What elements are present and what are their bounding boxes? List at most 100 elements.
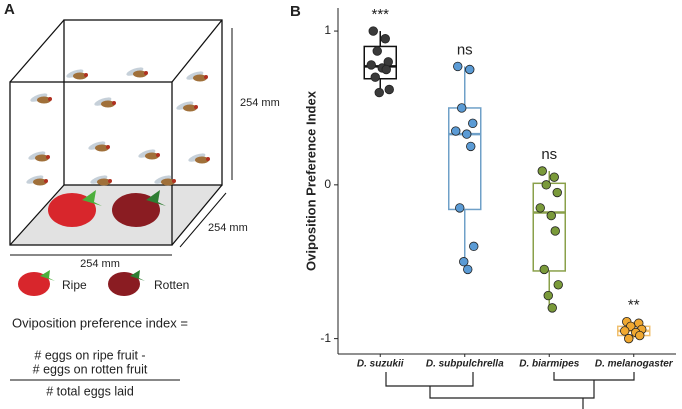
fly-body xyxy=(183,104,197,112)
fly-eye xyxy=(106,145,110,149)
fly-wing xyxy=(30,93,48,102)
fly-wing xyxy=(88,141,106,150)
cage xyxy=(9,19,223,246)
fly-body xyxy=(73,72,87,80)
significance-label: *** xyxy=(371,6,389,23)
data-point xyxy=(451,126,461,136)
data-point xyxy=(468,118,478,129)
data-point xyxy=(368,26,378,36)
fly-eye xyxy=(144,71,148,75)
data-point xyxy=(635,330,645,341)
fly-body xyxy=(35,154,49,162)
dendrogram xyxy=(385,372,635,409)
height-label: 254 mm xyxy=(240,97,280,109)
depth-label: 254 mm xyxy=(208,222,248,234)
fly-wing xyxy=(188,153,206,162)
fly-eye xyxy=(46,155,50,159)
panel-a: A 254 mm 254 mm 254 mm Ripe Rotten Ovipo… xyxy=(4,1,280,398)
fly-eye xyxy=(44,179,48,183)
panel-label: B xyxy=(290,3,301,20)
legend-ripe: Ripe xyxy=(62,278,87,292)
data-point xyxy=(541,180,551,190)
fly-eye xyxy=(48,97,52,101)
legend-rotten: Rotten xyxy=(154,278,189,292)
box xyxy=(532,182,566,272)
y-tick-label: -1 xyxy=(320,331,331,345)
flies xyxy=(26,67,210,186)
data-point xyxy=(366,60,376,70)
significance-label: ns xyxy=(457,41,473,58)
data-point xyxy=(384,84,394,95)
data-point xyxy=(466,141,476,152)
significance-label: ** xyxy=(628,297,640,314)
fly-wing xyxy=(90,175,108,184)
data-point xyxy=(547,303,557,313)
fly-body xyxy=(33,178,47,186)
fly-eye xyxy=(108,179,112,183)
data-point xyxy=(469,241,479,252)
data-point xyxy=(465,64,475,75)
data-point xyxy=(535,203,545,213)
formula-lhs: Oviposition preference index = xyxy=(12,315,188,330)
x-tick-label: D. suzukii xyxy=(357,359,404,370)
x-tick-label: D. subpulchrella xyxy=(426,359,504,370)
data-point xyxy=(552,187,562,198)
fly-eye xyxy=(194,105,198,109)
fly-wing xyxy=(176,101,194,110)
panel-label: A xyxy=(4,1,15,18)
data-point xyxy=(620,326,630,336)
data-point xyxy=(370,72,380,82)
fly-body xyxy=(161,178,175,186)
fruit xyxy=(18,190,166,296)
formula-numerator: # eggs on rotten fruit xyxy=(33,362,148,376)
data-point xyxy=(463,264,473,275)
data-point xyxy=(380,34,390,44)
fly-body xyxy=(195,156,209,164)
fly-wing xyxy=(138,149,156,158)
fly-body xyxy=(145,152,159,160)
fly-eye xyxy=(112,101,116,105)
y-axis-label: Oviposition Preference Index xyxy=(303,90,318,271)
fly-body xyxy=(97,178,111,186)
data-point xyxy=(453,61,463,72)
data-point xyxy=(543,290,553,301)
fly-wing xyxy=(154,175,172,184)
fly-body xyxy=(95,144,109,152)
width-label: 254 mm xyxy=(80,258,120,270)
data-point xyxy=(372,46,382,56)
fly-eye xyxy=(172,179,176,183)
fly-wing xyxy=(66,69,84,78)
fly-body xyxy=(37,96,51,104)
data-point xyxy=(550,226,560,236)
fly-body xyxy=(133,70,147,78)
fly-body xyxy=(101,100,115,108)
y-tick-label: 1 xyxy=(324,23,331,37)
fly-wing xyxy=(26,175,44,184)
fly-wing xyxy=(186,71,204,80)
data-point xyxy=(549,172,559,182)
formula-denominator: # total eggs laid xyxy=(46,384,134,398)
fly-wing xyxy=(126,67,144,76)
fly-eye xyxy=(156,153,160,157)
fly-wing xyxy=(28,151,46,160)
fly-eye xyxy=(206,157,210,161)
panel-b: B Oviposition Preference Index -1 0 1 D. suzu… xyxy=(290,3,676,409)
data-point xyxy=(624,333,634,344)
data-point xyxy=(546,210,556,221)
x-tick-label: D. melanogaster xyxy=(595,359,674,370)
data-point xyxy=(381,64,391,75)
formula-numerator: # eggs on ripe fruit - xyxy=(34,348,145,362)
data-point xyxy=(539,264,549,275)
data-point xyxy=(374,87,384,98)
data-point xyxy=(457,103,467,113)
x-tick-label: D. biarmipes xyxy=(519,359,579,370)
y-tick-label: 0 xyxy=(324,177,331,191)
data-point xyxy=(462,129,472,139)
significance-label: ns xyxy=(541,146,557,163)
data-point xyxy=(553,280,563,290)
fly-eye xyxy=(84,73,88,77)
data-point xyxy=(537,166,547,176)
fly-body xyxy=(193,74,207,82)
data-point xyxy=(455,203,465,213)
